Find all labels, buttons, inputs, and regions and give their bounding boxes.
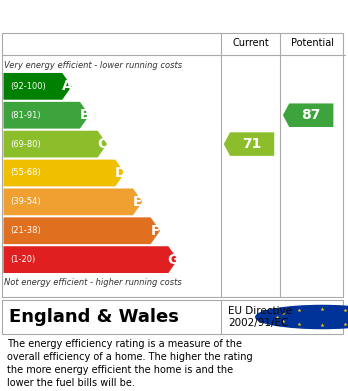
Text: (1-20): (1-20) [10,255,36,264]
Ellipse shape [256,305,348,328]
Text: (81-91): (81-91) [10,111,41,120]
Polygon shape [3,188,142,215]
Text: G: G [167,253,179,267]
Text: (39-54): (39-54) [10,197,41,206]
Text: 71: 71 [242,137,261,151]
Polygon shape [283,104,333,127]
Text: Current: Current [232,38,269,48]
Polygon shape [224,132,274,156]
Text: Energy Efficiency Rating: Energy Efficiency Rating [9,7,238,25]
Polygon shape [3,160,125,187]
Text: Very energy efficient - lower running costs: Very energy efficient - lower running co… [4,61,182,70]
Polygon shape [3,131,107,158]
Polygon shape [3,102,89,129]
Text: EU Directive
2002/91/EC: EU Directive 2002/91/EC [228,306,292,328]
Text: (55-68): (55-68) [10,169,41,178]
Polygon shape [3,246,178,273]
Text: The energy efficiency rating is a measure of the
overall efficiency of a home. T: The energy efficiency rating is a measur… [7,339,253,388]
Text: 87: 87 [301,108,321,122]
Text: (21-38): (21-38) [10,226,41,235]
Text: Not energy efficient - higher running costs: Not energy efficient - higher running co… [4,278,182,287]
Text: England & Wales: England & Wales [9,308,179,326]
Text: D: D [114,166,126,180]
Text: C: C [97,137,108,151]
Polygon shape [3,217,160,244]
Polygon shape [3,73,72,100]
Text: (69-80): (69-80) [10,140,41,149]
Text: E: E [133,195,143,209]
Text: F: F [151,224,160,238]
Text: B: B [80,108,90,122]
Text: (92-100): (92-100) [10,82,46,91]
Text: Potential: Potential [291,38,334,48]
Text: A: A [62,79,72,93]
